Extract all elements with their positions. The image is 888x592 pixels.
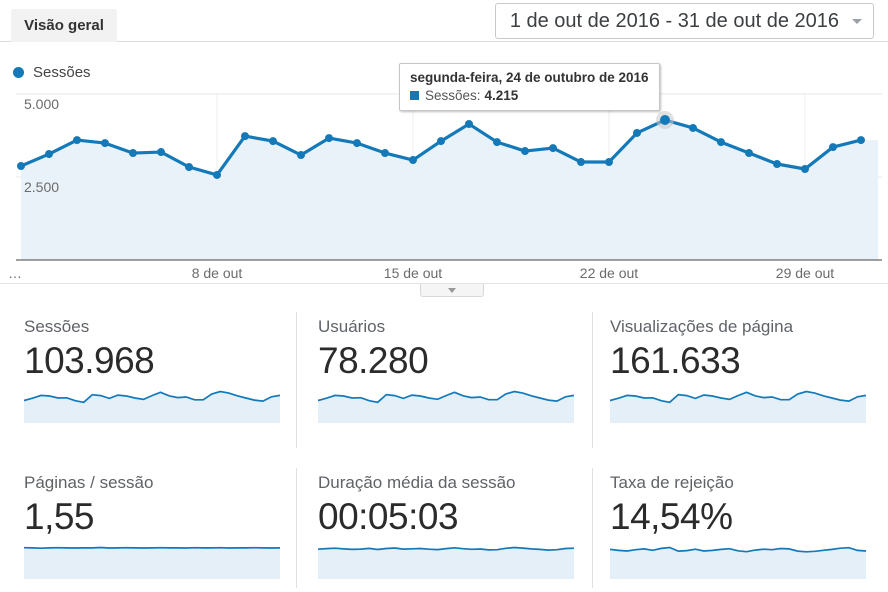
sessions-legend: Sessões: [13, 64, 91, 81]
tooltip-series-value: 4.215: [484, 88, 519, 103]
chart-point[interactable]: [381, 149, 389, 158]
chart-point[interactable]: [409, 156, 417, 165]
sparkline-chart: [610, 546, 866, 579]
metric-card-usuarios: Usuários 78.280: [318, 317, 574, 427]
date-range-selector[interactable]: 1 de out de 2016 - 31 de out de 2016: [494, 3, 874, 39]
chart-point[interactable]: [689, 123, 697, 132]
metric-card-sessoes: Sessões 103.968: [24, 317, 280, 427]
metric-card-visualizacoes: Visualizações de página 161.633: [610, 317, 866, 427]
x-tick-label: 8 de out: [192, 265, 243, 281]
chart-point[interactable]: [493, 138, 501, 147]
chart-point[interactable]: [185, 162, 193, 171]
chart-tooltip: segunda-feira, 24 de outubro de 2016 Ses…: [399, 63, 660, 111]
x-tick-label: 15 de out: [384, 265, 442, 281]
header-divider: [0, 41, 888, 42]
chart-point[interactable]: [157, 148, 165, 157]
metric-value: 1,55: [24, 496, 95, 537]
chart-point[interactable]: [857, 136, 865, 145]
sparkline-line: [610, 546, 866, 553]
sparkline-area-fill: [610, 547, 866, 579]
tooltip-series-row: Sessões: 4.215: [410, 88, 649, 103]
column-divider: [592, 468, 593, 588]
sparkline-area-fill: [318, 547, 574, 579]
chart-point[interactable]: [129, 149, 137, 158]
legend-dot-icon: [13, 67, 24, 78]
sparkline-line: [24, 390, 280, 404]
chart-point[interactable]: [437, 137, 445, 146]
sparkline-chart: [610, 390, 866, 423]
sparkline-line: [24, 546, 280, 550]
metric-value: 00:05:03: [318, 496, 459, 537]
chart-point[interactable]: [465, 119, 473, 128]
chart-point[interactable]: [353, 139, 361, 148]
legend-label: Sessões: [33, 64, 91, 81]
metric-label: Usuários: [318, 317, 386, 336]
date-range-value: 1 de out de 2016 - 31 de out de 2016: [509, 9, 839, 32]
x-tick-label: 22 de out: [580, 265, 638, 281]
chart-point[interactable]: [213, 170, 221, 179]
sparkline-chart: [24, 546, 280, 579]
sparkline-chart: [318, 546, 574, 579]
metric-value: 78.280: [318, 340, 429, 381]
chart-section-divider: [0, 283, 888, 284]
highlighted-chart-point[interactable]: [660, 115, 670, 125]
chart-point[interactable]: [101, 139, 109, 148]
chart-point[interactable]: [801, 164, 809, 173]
metric-card-taxa-rejeicao: Taxa de rejeição 14,54%: [610, 473, 866, 583]
chevron-down-icon: [852, 19, 862, 24]
chart-point[interactable]: [829, 143, 837, 152]
chart-point[interactable]: [521, 147, 529, 156]
sparkline-chart: [24, 390, 280, 423]
chart-point[interactable]: [73, 136, 81, 145]
column-divider: [296, 468, 297, 588]
tab-visao-geral[interactable]: Visão geral: [11, 9, 117, 42]
x-overflow-label: …: [8, 265, 22, 281]
column-divider: [592, 312, 593, 448]
y-tick-label: 5.000: [24, 96, 59, 112]
chart-point[interactable]: [773, 160, 781, 169]
chart-point[interactable]: [577, 158, 585, 167]
chart-collapse-button[interactable]: [420, 284, 484, 297]
metric-label: Taxa de rejeição: [610, 473, 734, 492]
chart-point[interactable]: [297, 151, 305, 160]
chart-point[interactable]: [633, 128, 641, 137]
metric-label: Duração média da sessão: [318, 473, 516, 492]
tooltip-series-label: Sessões:: [425, 88, 481, 103]
tab-label: Visão geral: [24, 17, 104, 34]
chart-point[interactable]: [745, 149, 753, 158]
metric-value: 14,54%: [610, 496, 733, 537]
sparkline-line: [318, 390, 574, 404]
metric-card-duracao-media: Duração média da sessão 00:05:03: [318, 473, 574, 583]
y-tick-label: 2.500: [24, 179, 59, 195]
chart-point[interactable]: [17, 162, 25, 171]
sessions-overview-chart[interactable]: 5.000 2.500 … 8 de out 15 de out 22 de out 29 …: [0, 88, 888, 296]
metric-value: 103.968: [24, 340, 155, 381]
chart-point[interactable]: [605, 158, 613, 167]
metric-value: 161.633: [610, 340, 741, 381]
metric-label: Visualizações de página: [610, 317, 794, 336]
tooltip-title: segunda-feira, 24 de outubro de 2016: [410, 70, 649, 85]
metric-label: Páginas / sessão: [24, 473, 154, 492]
metric-card-paginas-sessao: Páginas / sessão 1,55: [24, 473, 280, 583]
chart-area-fill: [21, 120, 878, 260]
chart-point[interactable]: [45, 150, 53, 159]
chart-point[interactable]: [549, 144, 557, 153]
sparkline-chart: [318, 390, 574, 423]
metric-label: Sessões: [24, 317, 90, 336]
chart-point[interactable]: [241, 132, 249, 141]
column-divider: [296, 312, 297, 448]
collapse-caret-icon: [448, 287, 456, 293]
sparkline-line: [318, 546, 574, 551]
chart-point[interactable]: [325, 134, 333, 143]
chart-point[interactable]: [717, 138, 725, 147]
chart-point[interactable]: [269, 137, 277, 146]
x-tick-label: 29 de out: [776, 265, 834, 281]
sparkline-area-fill: [24, 547, 280, 579]
sparkline-line: [610, 390, 866, 404]
tooltip-series-swatch-icon: [410, 91, 419, 100]
